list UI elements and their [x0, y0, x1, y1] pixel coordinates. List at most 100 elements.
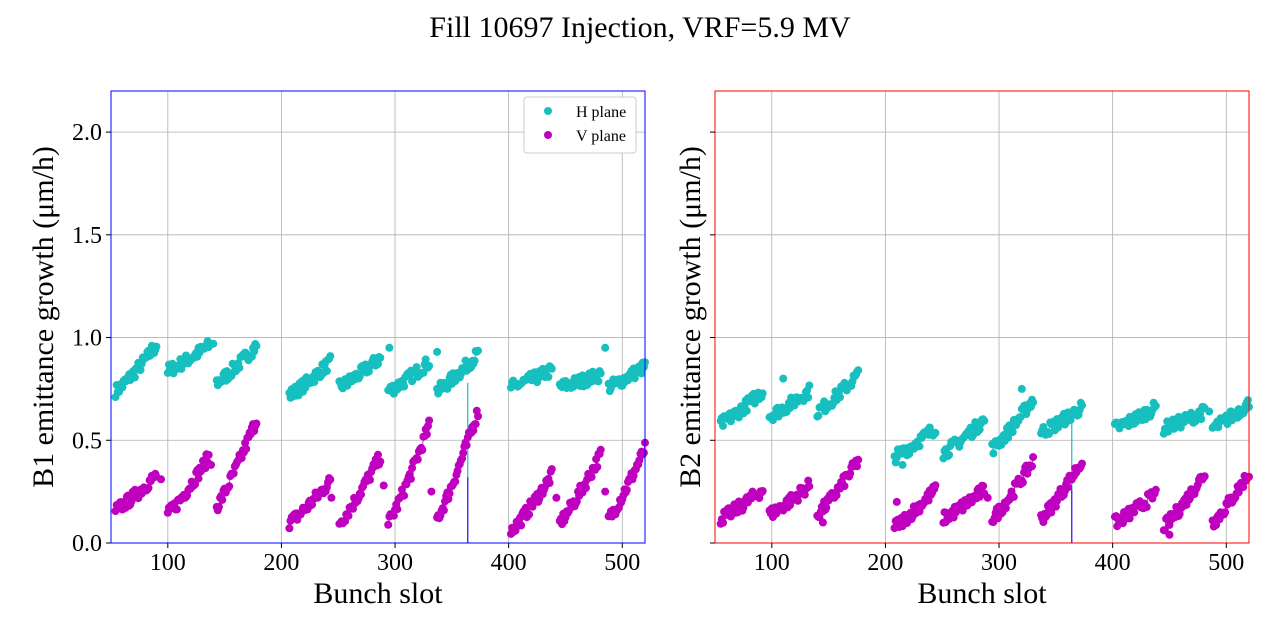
data-point — [413, 455, 422, 464]
data-point — [1018, 478, 1027, 487]
data-point — [818, 518, 827, 527]
data-point — [326, 475, 335, 484]
data-point — [366, 475, 374, 484]
data-point — [209, 339, 218, 348]
data-point — [376, 457, 385, 466]
data-point — [408, 377, 417, 386]
data-point — [846, 469, 855, 478]
data-point — [544, 372, 553, 381]
x-tick-label: 300 — [981, 550, 1017, 576]
data-point — [471, 420, 480, 429]
data-point — [601, 487, 610, 496]
data-point — [979, 482, 988, 490]
data-point — [931, 481, 940, 490]
data-point — [719, 518, 727, 527]
data-point — [804, 393, 813, 402]
data-point — [832, 491, 841, 500]
data-point — [235, 363, 244, 372]
data-point — [357, 490, 365, 499]
data-point — [327, 493, 336, 502]
data-point — [805, 381, 814, 390]
data-point — [439, 506, 448, 515]
data-point — [225, 482, 234, 491]
data-point — [214, 502, 223, 511]
data-point — [1078, 401, 1086, 410]
data-point — [445, 489, 454, 498]
data-point — [854, 455, 863, 464]
data-point — [229, 469, 238, 478]
data-point — [384, 520, 393, 529]
right-x-axis-label: Bunch slot — [917, 577, 1047, 610]
data-point — [1200, 472, 1209, 481]
x-tick-label: 300 — [377, 550, 413, 576]
data-point — [622, 486, 631, 494]
data-point — [545, 479, 554, 487]
data-point — [1151, 485, 1160, 494]
data-point — [474, 346, 482, 355]
left-series-v-plane — [111, 406, 649, 543]
data-point — [840, 482, 849, 491]
data-point — [204, 450, 213, 459]
data-point — [118, 383, 127, 392]
data-point — [822, 503, 831, 512]
legend-marker-v — [544, 131, 552, 139]
data-point — [1165, 530, 1174, 539]
data-point — [1028, 462, 1036, 471]
data-point — [989, 449, 998, 458]
data-point — [469, 426, 478, 435]
data-point — [474, 412, 482, 421]
left-plot-area: 100 200 300 400 500 0.0 0.5 1.0 1.5 2.0 Bunch slot… — [27, 90, 649, 610]
data-point — [422, 430, 431, 439]
data-point — [593, 463, 602, 471]
data-point — [601, 343, 610, 352]
data-point — [1130, 508, 1139, 517]
data-point — [191, 480, 200, 489]
data-point — [252, 341, 261, 350]
data-point — [1009, 492, 1018, 501]
data-point — [758, 389, 767, 398]
data-point — [408, 464, 417, 472]
data-point — [1243, 396, 1252, 405]
y-tick-label: 0.5 — [72, 428, 102, 454]
data-point — [931, 428, 940, 437]
figure-title: Fill 10697 Injection, VRF=5.9 MV — [429, 11, 851, 44]
data-point — [157, 475, 165, 484]
data-point — [581, 484, 590, 492]
y-tick-label: 1.0 — [72, 326, 102, 352]
data-point — [1151, 401, 1160, 410]
data-point — [552, 493, 561, 502]
legend-marker-h — [544, 107, 552, 115]
data-point — [194, 474, 203, 483]
data-point — [172, 505, 181, 514]
data-point — [980, 416, 989, 425]
data-point — [418, 446, 427, 454]
data-point — [596, 369, 605, 378]
legend-label-h: H plane — [576, 104, 626, 121]
data-point — [637, 369, 646, 378]
data-point — [374, 450, 382, 459]
data-point — [517, 521, 526, 530]
data-point — [242, 444, 251, 453]
data-point — [814, 411, 823, 420]
x-tick-label: 400 — [1095, 550, 1131, 576]
data-point — [218, 495, 227, 504]
data-point — [547, 465, 556, 474]
data-point — [805, 482, 814, 491]
right-panel: 100 200 300 400 500 Bunch slot B2 emittance gr… — [674, 90, 1253, 610]
left-y-axis-label: B1 emittance growth (μm/h) — [27, 146, 60, 488]
legend-label-v: V plane — [576, 128, 626, 145]
data-point — [326, 352, 335, 361]
data-point — [1029, 453, 1038, 462]
data-point — [451, 477, 460, 486]
data-point — [400, 382, 409, 391]
data-point — [758, 487, 767, 495]
data-point — [344, 511, 353, 520]
data-point — [459, 449, 468, 457]
right-plot-area: 100 200 300 400 500 Bunch slot B2 emittance gr… — [674, 90, 1253, 610]
data-point — [470, 356, 479, 365]
data-point — [975, 425, 984, 434]
left-x-axis-label: Bunch slot — [313, 577, 443, 610]
data-point — [854, 366, 863, 375]
x-tick-label: 200 — [263, 550, 299, 576]
